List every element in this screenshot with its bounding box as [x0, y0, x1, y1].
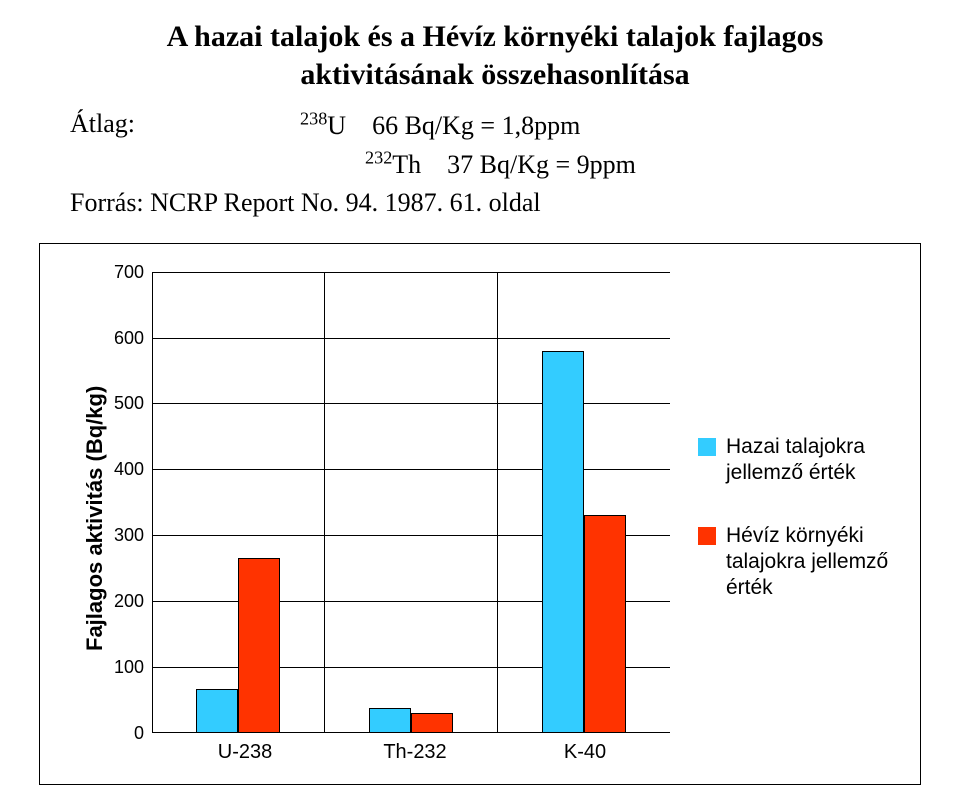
bar — [584, 515, 626, 732]
meta-label: Átlag: — [70, 105, 300, 184]
iso2-val: 37 Bq/Kg = 9ppm — [447, 150, 636, 179]
legend-item: Hazai talajokra jellemző érték — [698, 434, 900, 487]
iso2: 232Th 37 Bq/Kg = 9ppm — [300, 150, 636, 179]
x-tick: U-238 — [160, 741, 330, 764]
iso1: 238U 66 Bq/Kg = 1,8ppm — [300, 111, 580, 140]
iso1-sup: 238 — [300, 108, 327, 128]
legend: Hazai talajokra jellemző érték Hévíz körn… — [670, 272, 900, 764]
page-title: A hazai talajok és a Hévíz környéki tala… — [70, 18, 920, 93]
iso1-val: 66 Bq/Kg = 1,8ppm — [372, 111, 580, 140]
bar — [542, 351, 584, 733]
source-line: Forrás: NCRP Report No. 94. 1987. 61. ol… — [70, 188, 920, 218]
legend-label: Hévíz környéki talajokra jellemző érték — [726, 523, 900, 602]
legend-label: Hazai talajokra jellemző érték — [726, 434, 900, 487]
iso1-sym: U — [327, 111, 346, 140]
bars-layer — [152, 272, 670, 733]
iso2-sym: Th — [392, 150, 421, 179]
bar — [369, 708, 411, 732]
y-ticks: 0100200300400500600700 — [108, 272, 152, 733]
y-axis-label: Fajlagos aktivitás (Bq/kg) — [76, 272, 108, 764]
legend-swatch — [698, 527, 716, 545]
x-tick: K-40 — [500, 741, 670, 764]
bar — [411, 713, 453, 733]
bar — [238, 558, 280, 733]
chart-container: Fajlagos aktivitás (Bq/kg) 0100200300400… — [40, 244, 920, 784]
title-line1: A hazai talajok és a Hévíz környéki tala… — [167, 20, 824, 53]
meta-block: Átlag: 238U 66 Bq/Kg = 1,8ppm 232Th 37 B… — [70, 105, 920, 184]
category-group — [152, 272, 325, 733]
category-group — [325, 272, 498, 733]
title-line2: aktivitásának összehasonlítása — [300, 58, 689, 91]
x-tick: Th-232 — [330, 741, 500, 764]
x-labels: U-238Th-232K-40 — [160, 741, 670, 764]
legend-item: Hévíz környéki talajokra jellemző érték — [698, 523, 900, 602]
meta-values: 238U 66 Bq/Kg = 1,8ppm 232Th 37 Bq/Kg = … — [300, 105, 920, 184]
plot-area — [152, 272, 670, 733]
category-group — [498, 272, 670, 733]
bar — [196, 689, 238, 732]
iso2-sup: 232 — [365, 147, 392, 167]
legend-swatch — [698, 438, 716, 456]
